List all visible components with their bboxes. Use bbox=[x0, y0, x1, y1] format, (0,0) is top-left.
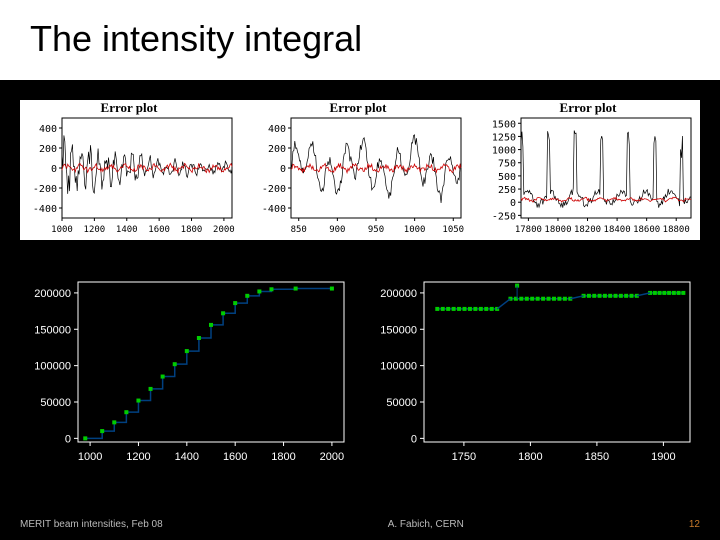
svg-text:50000: 50000 bbox=[40, 397, 71, 409]
svg-text:-400: -400 bbox=[33, 204, 57, 215]
footer-page: 12 bbox=[689, 519, 700, 530]
svg-text:1800: 1800 bbox=[518, 451, 542, 463]
svg-text:1800: 1800 bbox=[181, 225, 203, 235]
svg-text:200000: 200000 bbox=[380, 288, 417, 300]
svg-text:18000: 18000 bbox=[544, 225, 571, 235]
svg-text:17800: 17800 bbox=[515, 225, 542, 235]
svg-text:-200: -200 bbox=[262, 184, 286, 195]
svg-text:100000: 100000 bbox=[380, 361, 417, 373]
svg-text:1750: 1750 bbox=[452, 451, 476, 463]
svg-text:850: 850 bbox=[291, 225, 307, 235]
svg-text:0: 0 bbox=[51, 164, 57, 175]
svg-text:500: 500 bbox=[498, 172, 516, 183]
svg-text:750: 750 bbox=[498, 159, 516, 170]
bottom-charts-row: 0 50000 100000 150000 200000 1000 1200 1400 1600… bbox=[20, 270, 700, 470]
svg-text:18400: 18400 bbox=[603, 225, 630, 235]
svg-text:1500: 1500 bbox=[492, 119, 516, 130]
svg-text:1000: 1000 bbox=[51, 225, 73, 235]
slide-title: The intensity integral bbox=[30, 18, 362, 60]
svg-text:Error plot: Error plot bbox=[330, 100, 388, 115]
integral-plot-1: 0 50000 100000 150000 200000 1000 1200 1400 1600… bbox=[20, 270, 354, 470]
svg-text:18600: 18600 bbox=[633, 225, 660, 235]
svg-text:1000: 1000 bbox=[78, 451, 102, 463]
svg-text:150000: 150000 bbox=[34, 324, 71, 336]
svg-text:1250: 1250 bbox=[492, 132, 516, 143]
svg-text:-400: -400 bbox=[262, 204, 286, 215]
svg-text:400: 400 bbox=[39, 124, 57, 135]
svg-text:1200: 1200 bbox=[84, 225, 106, 235]
svg-text:18200: 18200 bbox=[574, 225, 601, 235]
svg-text:Error plot: Error plot bbox=[559, 100, 617, 115]
svg-text:200000: 200000 bbox=[34, 288, 71, 300]
error-plot-2: Error plot -400 -200 0 200 400 850 900 950 1000 10… bbox=[249, 100, 470, 240]
svg-text:18800: 18800 bbox=[662, 225, 689, 235]
footer-left: MERIT beam intensities, Feb 08 bbox=[20, 519, 163, 530]
svg-text:1400: 1400 bbox=[116, 225, 138, 235]
svg-text:Error plot: Error plot bbox=[101, 100, 159, 115]
svg-text:0: 0 bbox=[411, 433, 417, 445]
svg-text:100000: 100000 bbox=[34, 361, 71, 373]
svg-text:2000: 2000 bbox=[213, 225, 235, 235]
footer-center: A. Fabich, CERN bbox=[388, 519, 464, 530]
svg-text:1600: 1600 bbox=[223, 451, 247, 463]
svg-text:150000: 150000 bbox=[380, 324, 417, 336]
svg-text:1000: 1000 bbox=[404, 225, 426, 235]
svg-text:1800: 1800 bbox=[271, 451, 295, 463]
integral-plot-2: 0 50000 100000 150000 200000 1750 1800 1850 1900 bbox=[366, 270, 700, 470]
svg-text:-250: -250 bbox=[492, 211, 516, 222]
svg-text:1400: 1400 bbox=[175, 451, 199, 463]
svg-text:1200: 1200 bbox=[126, 451, 150, 463]
svg-text:950: 950 bbox=[368, 225, 384, 235]
svg-text:-200: -200 bbox=[33, 184, 57, 195]
svg-text:0: 0 bbox=[510, 198, 516, 209]
footer: MERIT beam intensities, Feb 08 A. Fabich… bbox=[0, 519, 720, 530]
error-plot-1: Error plot -400 -200 0 200 400 1000 1200 1400 160… bbox=[20, 100, 241, 240]
svg-text:1600: 1600 bbox=[148, 225, 170, 235]
svg-text:0: 0 bbox=[280, 164, 286, 175]
svg-text:1000: 1000 bbox=[492, 146, 516, 157]
svg-text:400: 400 bbox=[268, 124, 286, 135]
svg-text:50000: 50000 bbox=[386, 397, 417, 409]
svg-text:1850: 1850 bbox=[585, 451, 609, 463]
svg-text:2000: 2000 bbox=[320, 451, 344, 463]
error-plot-3: Error plot -250 0 250 500 750 1000 1250 1500 1780… bbox=[479, 100, 700, 240]
svg-text:1050: 1050 bbox=[443, 225, 465, 235]
svg-text:250: 250 bbox=[498, 185, 516, 196]
top-charts-row: Error plot -400 -200 0 200 400 1000 1200 1400 160… bbox=[20, 100, 700, 240]
svg-text:0: 0 bbox=[65, 433, 71, 445]
svg-text:1900: 1900 bbox=[651, 451, 675, 463]
svg-text:900: 900 bbox=[330, 225, 346, 235]
svg-text:200: 200 bbox=[268, 144, 286, 155]
svg-text:200: 200 bbox=[39, 144, 57, 155]
